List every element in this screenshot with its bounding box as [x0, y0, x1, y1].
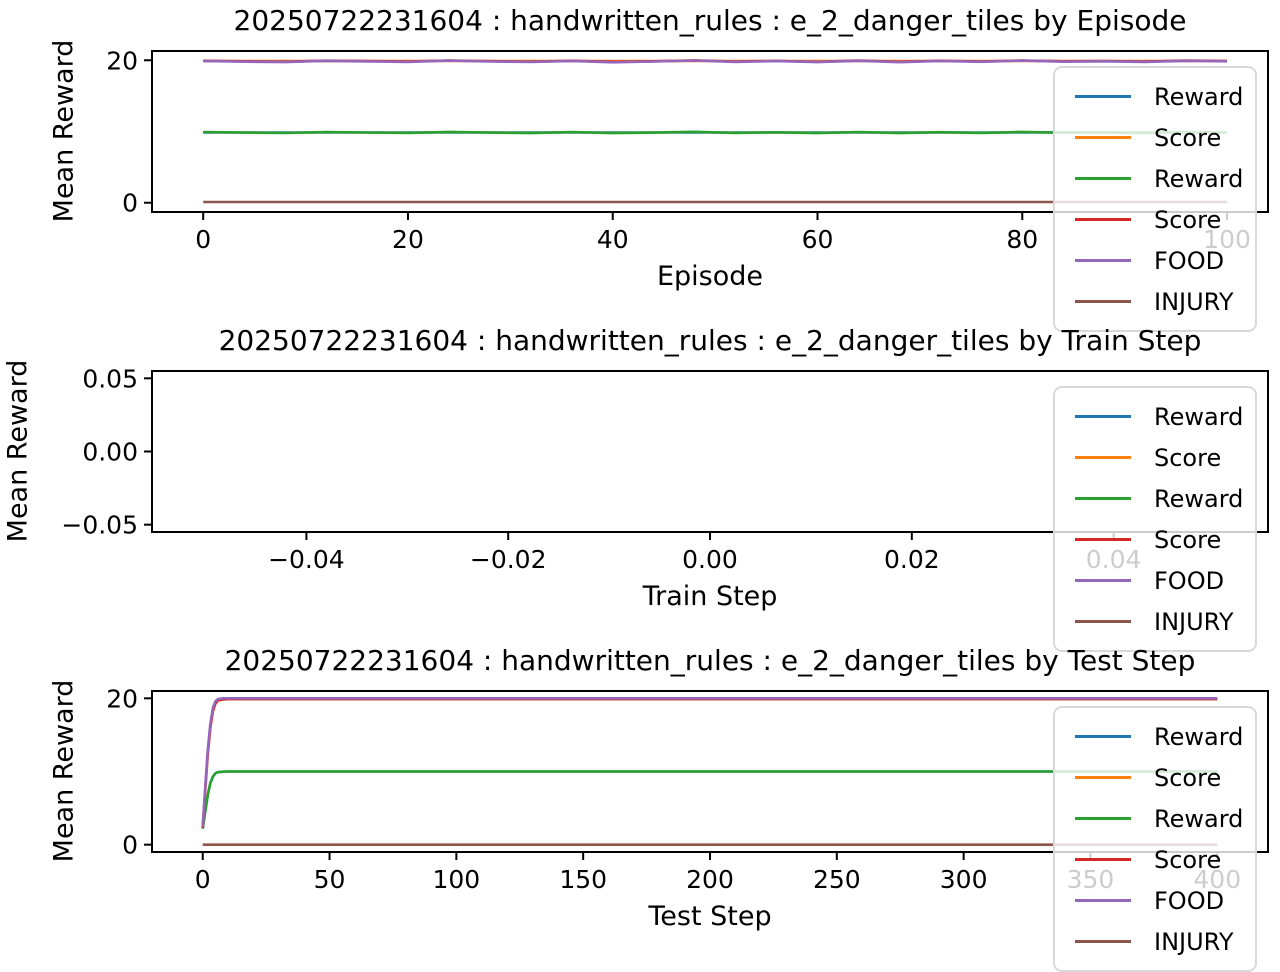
- legend-line-swatch: [1075, 858, 1131, 861]
- svg-text:−0.04: −0.04: [268, 545, 345, 574]
- legend-item-reward-0: Reward: [1055, 716, 1255, 757]
- x-axis-label-test-step: Test Step: [648, 901, 772, 932]
- legend-label: Score: [1154, 525, 1222, 554]
- x-axis-label-train-step: Train Step: [642, 581, 778, 612]
- legend-item-food-4: FOOD: [1055, 880, 1255, 921]
- legend-item-food-4: FOOD: [1055, 240, 1255, 281]
- legend-item-score-1: Score: [1055, 117, 1255, 158]
- legend-label: FOOD: [1154, 566, 1225, 595]
- legend-line-swatch: [1075, 620, 1131, 623]
- legend-item-reward-0: Reward: [1055, 396, 1255, 437]
- legend-label: INJURY: [1154, 607, 1234, 636]
- legend-label: Score: [1154, 123, 1222, 152]
- svg-text:0.02: 0.02: [884, 545, 940, 574]
- svg-text:100: 100: [433, 865, 481, 894]
- legend-line-swatch: [1075, 817, 1131, 820]
- legend-line-swatch: [1075, 456, 1131, 459]
- legend-line-swatch: [1075, 95, 1131, 98]
- legend-item-injury-5: INJURY: [1055, 921, 1255, 962]
- svg-text:150: 150: [559, 865, 607, 894]
- legend-test-step: Reward Score Reward Score FOOD INJURY: [1053, 706, 1257, 972]
- plot-title-train-step: 20250722231604 : handwritten_rules : e_2…: [218, 324, 1202, 357]
- svg-text:20: 20: [106, 46, 138, 75]
- svg-text:0: 0: [122, 831, 138, 860]
- legend-label: Score: [1154, 845, 1222, 874]
- legend-label: FOOD: [1154, 246, 1225, 275]
- plot-title-episode: 20250722231604 : handwritten_rules : e_2…: [233, 4, 1187, 37]
- svg-text:0: 0: [195, 225, 211, 254]
- legend-label: INJURY: [1154, 927, 1234, 956]
- svg-text:0: 0: [122, 189, 138, 218]
- y-axis-label-train-step: Mean Reward: [2, 359, 34, 543]
- legend-item-food-4: FOOD: [1055, 560, 1255, 601]
- y-axis-label-episode: Mean Reward: [48, 39, 80, 223]
- svg-text:80: 80: [1006, 225, 1038, 254]
- legend-item-score-3: Score: [1055, 839, 1255, 880]
- legend-label: Score: [1154, 443, 1222, 472]
- legend-item-score-1: Score: [1055, 757, 1255, 798]
- legend-line-swatch: [1075, 259, 1131, 262]
- legend-item-injury-5: INJURY: [1055, 601, 1255, 642]
- svg-text:200: 200: [686, 865, 734, 894]
- legend-label: Reward: [1154, 484, 1244, 513]
- legend-line-swatch: [1075, 538, 1131, 541]
- legend-label: INJURY: [1154, 287, 1234, 316]
- plot-title-test-step: 20250722231604 : handwritten_rules : e_2…: [224, 644, 1196, 677]
- svg-text:0.00: 0.00: [82, 438, 138, 467]
- legend-line-swatch: [1075, 177, 1131, 180]
- svg-text:20: 20: [392, 225, 424, 254]
- legend-line-swatch: [1075, 415, 1131, 418]
- svg-text:250: 250: [813, 865, 861, 894]
- svg-text:40: 40: [597, 225, 629, 254]
- legend-line-swatch: [1075, 218, 1131, 221]
- legend-line-swatch: [1075, 940, 1131, 943]
- legend-line-swatch: [1075, 735, 1131, 738]
- legend-label: Reward: [1154, 82, 1244, 111]
- svg-text:300: 300: [940, 865, 988, 894]
- legend-episode: Reward Score Reward Score FOOD INJURY: [1053, 66, 1257, 332]
- legend-item-reward-0: Reward: [1055, 76, 1255, 117]
- legend-line-swatch: [1075, 776, 1131, 779]
- legend-line-swatch: [1075, 497, 1131, 500]
- svg-text:0.00: 0.00: [682, 545, 738, 574]
- svg-text:60: 60: [802, 225, 834, 254]
- legend-item-reward-2: Reward: [1055, 478, 1255, 519]
- legend-label: Score: [1154, 205, 1222, 234]
- legend-item-score-1: Score: [1055, 437, 1255, 478]
- y-axis-label-test-step: Mean Reward: [48, 679, 80, 863]
- legend-label: Score: [1154, 763, 1222, 792]
- legend-item-reward-2: Reward: [1055, 158, 1255, 199]
- legend-label: FOOD: [1154, 886, 1225, 915]
- legend-train-step: Reward Score Reward Score FOOD INJURY: [1053, 386, 1257, 652]
- svg-text:−0.02: −0.02: [470, 545, 547, 574]
- svg-text:20: 20: [106, 684, 138, 713]
- legend-label: Reward: [1154, 164, 1244, 193]
- legend-line-swatch: [1075, 136, 1131, 139]
- subplot-train-step: −0.04−0.020.000.020.040.050.00−0.05 2025…: [0, 320, 1280, 652]
- legend-label: Reward: [1154, 804, 1244, 833]
- legend-item-injury-5: INJURY: [1055, 281, 1255, 322]
- svg-text:50: 50: [314, 865, 346, 894]
- legend-label: Reward: [1154, 722, 1244, 751]
- x-axis-label-episode: Episode: [656, 261, 764, 292]
- legend-item-score-3: Score: [1055, 519, 1255, 560]
- subplot-test-step: 050100150200250300350400020 202507222316…: [0, 640, 1280, 972]
- legend-line-swatch: [1075, 300, 1131, 303]
- legend-label: Reward: [1154, 402, 1244, 431]
- svg-text:0: 0: [195, 865, 211, 894]
- legend-line-swatch: [1075, 579, 1131, 582]
- subplot-episode: 020406080100020 20250722231604 : handwri…: [0, 0, 1280, 332]
- svg-text:−0.05: −0.05: [61, 511, 138, 540]
- legend-item-score-3: Score: [1055, 199, 1255, 240]
- legend-line-swatch: [1075, 899, 1131, 902]
- legend-item-reward-2: Reward: [1055, 798, 1255, 839]
- svg-text:0.05: 0.05: [82, 364, 138, 393]
